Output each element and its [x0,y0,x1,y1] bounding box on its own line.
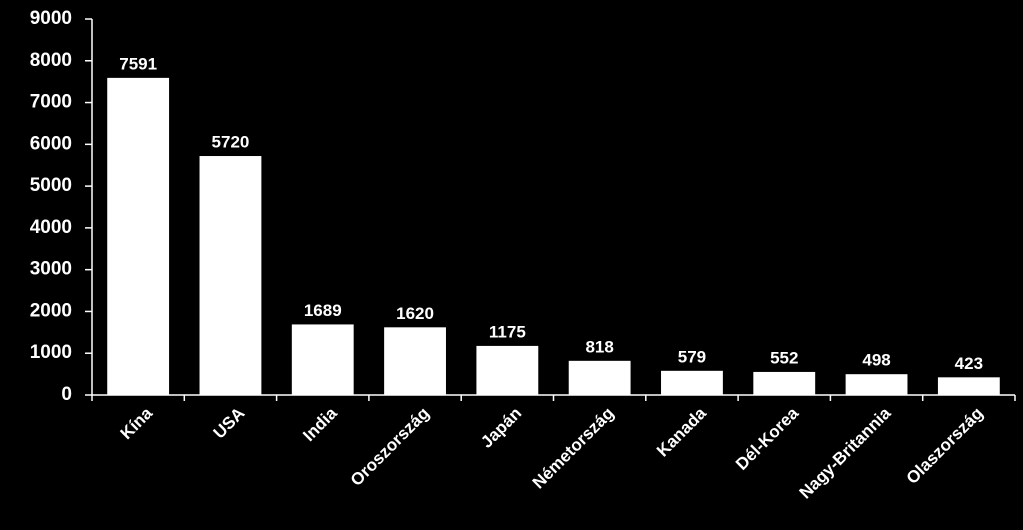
y-tick-label: 1000 [30,342,72,363]
bar [291,324,354,395]
y-tick-label: 3000 [30,259,72,280]
bar [476,345,539,395]
value-label: 498 [862,351,890,370]
value-label: 7591 [119,54,157,73]
y-tick-label: 5000 [30,175,72,196]
value-label: 423 [955,354,983,373]
x-tick-label: Kína [117,403,157,443]
bar [661,370,723,395]
y-tick-label: 2000 [30,300,72,321]
bar [937,377,1000,395]
value-label: 5720 [212,133,250,152]
bar [199,156,262,395]
x-tick-label: Oroszország [347,404,433,490]
y-tick-label: 8000 [30,50,72,71]
y-tick-label: 4000 [30,217,72,238]
value-label: 1175 [489,322,526,341]
x-tick-label: India [299,403,341,445]
value-label: 818 [585,337,613,356]
x-tick-label: Dél-Korea [732,403,803,474]
x-tick-label: Japán [477,404,525,452]
y-tick-label: 9000 [30,8,72,29]
x-tick-label: Olaszország [903,404,987,488]
y-tick-label: 7000 [30,92,72,113]
y-tick-label: 6000 [30,133,72,154]
value-label: 579 [678,347,706,366]
bar [845,374,908,395]
x-tick-label: Németország [529,404,618,493]
value-label: 1689 [304,301,342,320]
y-tick-label: 0 [61,384,72,405]
value-label: 1620 [396,304,434,323]
x-tick-label: Nagy-Britannia [796,403,895,502]
x-tick-label: USA [210,404,249,443]
value-label: 552 [770,348,798,367]
x-tick-label: Kanada [653,403,710,460]
bar [384,327,446,395]
bar [753,371,816,395]
bar [568,360,631,395]
bar [107,77,170,395]
